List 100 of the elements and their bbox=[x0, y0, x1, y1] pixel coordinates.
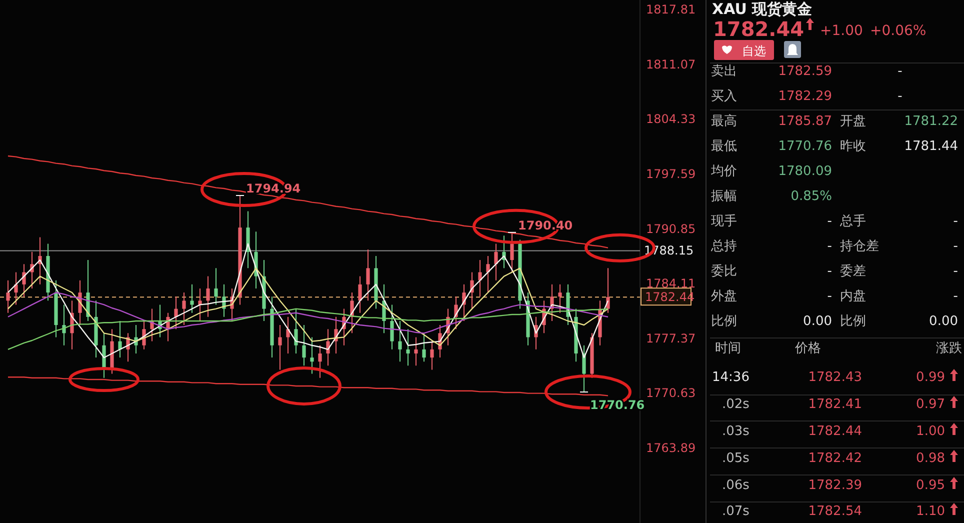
y-tick-label: 1790.85 bbox=[646, 222, 696, 236]
text: 总手 bbox=[839, 214, 866, 229]
text: 委差 bbox=[840, 264, 866, 279]
text: 振幅 bbox=[711, 189, 737, 204]
text: 1782.43 bbox=[808, 370, 862, 385]
text: +0.06% bbox=[870, 23, 926, 39]
candlestick bbox=[422, 332, 426, 362]
candlestick bbox=[118, 320, 122, 358]
line-series bbox=[7, 155, 609, 248]
text: 外盘 bbox=[711, 289, 737, 304]
text: 1780.09 bbox=[778, 164, 832, 179]
text: - bbox=[953, 264, 958, 279]
candlestick bbox=[206, 276, 210, 318]
candlestick bbox=[430, 340, 434, 370]
text: 0.85% bbox=[790, 189, 832, 204]
text: 14:36 bbox=[712, 370, 750, 385]
candlestick bbox=[310, 336, 314, 374]
candlestick bbox=[182, 292, 186, 326]
text: 1.10 bbox=[916, 504, 945, 519]
candlestick bbox=[582, 344, 586, 393]
text: - bbox=[953, 214, 958, 229]
text: - bbox=[827, 289, 832, 304]
candlestick bbox=[302, 324, 306, 366]
text: 昨收 bbox=[840, 139, 866, 154]
candlestick bbox=[62, 304, 66, 346]
candlestick bbox=[190, 284, 194, 314]
candlestick bbox=[398, 320, 402, 362]
text: 现手 bbox=[711, 214, 737, 229]
text: - bbox=[953, 289, 958, 304]
candlestick bbox=[22, 264, 26, 298]
text: 1782.54 bbox=[808, 504, 862, 519]
text: 委比 bbox=[711, 264, 737, 279]
text: - bbox=[827, 239, 832, 254]
candlestick bbox=[494, 243, 498, 281]
text: 比例 bbox=[711, 314, 737, 329]
text: 1782.29 bbox=[778, 89, 832, 104]
candlestick bbox=[382, 284, 386, 334]
text: .03s bbox=[722, 424, 750, 439]
text: 持仓差 bbox=[840, 239, 879, 254]
text: 内盘 bbox=[840, 289, 866, 304]
text: 0.95 bbox=[916, 478, 945, 493]
candlestick bbox=[414, 336, 418, 366]
text: 1770.76 bbox=[778, 139, 832, 154]
candlestick bbox=[406, 328, 410, 366]
text: 1782.44 bbox=[808, 424, 862, 439]
text: .05s bbox=[722, 451, 750, 466]
candlestick bbox=[510, 232, 514, 273]
candlestick bbox=[558, 284, 562, 314]
text: 0.98 bbox=[916, 451, 945, 466]
text: 涨跌 bbox=[936, 341, 962, 356]
y-tick-label: 1770.63 bbox=[646, 386, 696, 400]
text: - bbox=[827, 264, 832, 279]
text: - bbox=[898, 64, 903, 79]
text: 1782.44 bbox=[713, 17, 804, 41]
text: 0.00 bbox=[929, 314, 958, 329]
text: 0.97 bbox=[916, 397, 945, 412]
text: 1782.41 bbox=[808, 397, 862, 412]
candlestick bbox=[366, 248, 370, 302]
candlestick bbox=[486, 255, 490, 294]
text: 最高 bbox=[711, 113, 737, 129]
candlestick bbox=[454, 296, 458, 330]
text: 1785.87 bbox=[778, 114, 832, 129]
line-series bbox=[7, 376, 609, 396]
text: - bbox=[953, 239, 958, 254]
text: 时间 bbox=[715, 341, 741, 356]
candlestick bbox=[286, 316, 290, 354]
candlestick bbox=[14, 272, 18, 306]
candlestick bbox=[470, 272, 474, 310]
text: +1.00 bbox=[820, 23, 863, 39]
text: 买入 bbox=[711, 89, 737, 104]
candlestick bbox=[318, 344, 322, 378]
candlestick bbox=[390, 304, 394, 350]
text: 总持 bbox=[710, 239, 737, 254]
text: XAU 现货黄金 bbox=[712, 0, 812, 18]
text: .06s bbox=[722, 478, 750, 493]
candlestick bbox=[606, 268, 610, 314]
candlestick bbox=[278, 324, 282, 370]
text: .02s bbox=[722, 397, 750, 412]
y-tick-label: 1811.07 bbox=[646, 57, 696, 72]
candlestick bbox=[294, 308, 298, 354]
text: 1.00 bbox=[916, 424, 945, 439]
y-tick-label: 1777.37 bbox=[646, 331, 696, 346]
text: - bbox=[898, 89, 903, 104]
text: .07s bbox=[722, 504, 750, 519]
text: 0.99 bbox=[916, 370, 945, 385]
candlestick bbox=[198, 288, 202, 322]
text: 1782.42 bbox=[808, 451, 862, 466]
y-tick-label: 1797.59 bbox=[646, 166, 696, 181]
y-tick-label: 1804.33 bbox=[646, 112, 696, 126]
text: 价格 bbox=[794, 341, 821, 356]
candlestick bbox=[174, 296, 178, 330]
candlestick bbox=[478, 260, 482, 298]
y-tick-label: 1784.11 bbox=[646, 276, 696, 291]
text: - bbox=[827, 214, 832, 229]
candlestick bbox=[326, 328, 330, 366]
text: 1782.59 bbox=[778, 64, 832, 79]
candlestick bbox=[358, 276, 362, 314]
text: 比例 bbox=[840, 314, 866, 329]
text: 自选 bbox=[742, 44, 766, 58]
candlestick bbox=[6, 280, 10, 314]
